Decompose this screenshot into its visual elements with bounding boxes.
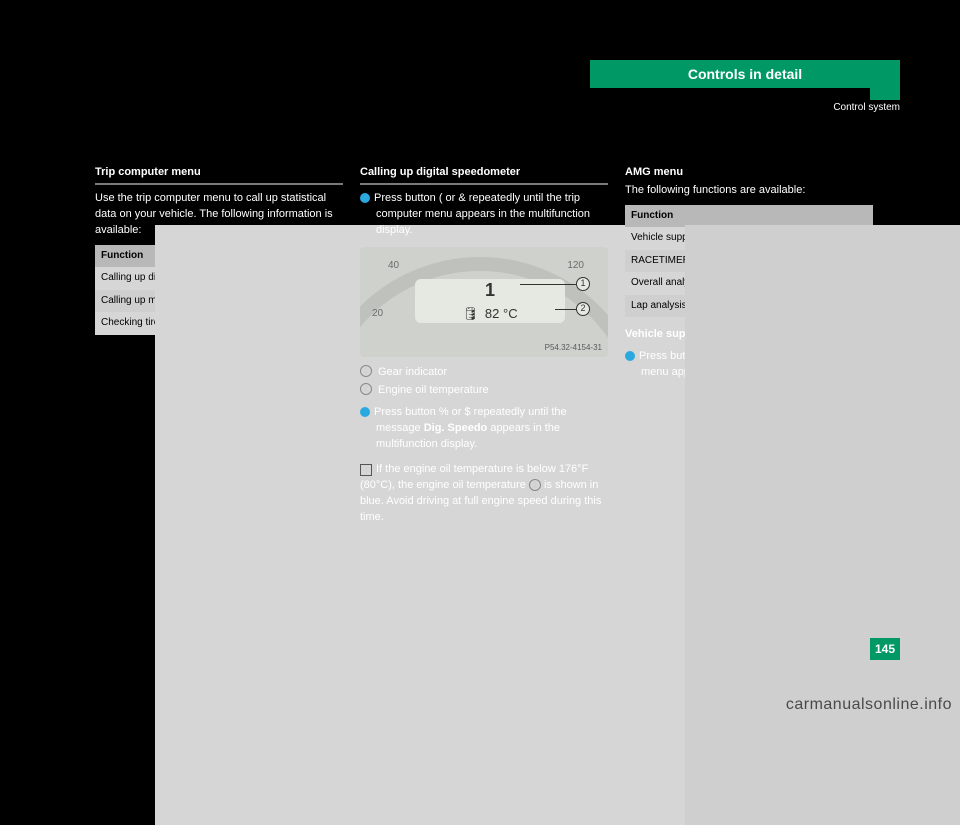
legend-num-1: 1 [360, 365, 372, 377]
header-title: Controls in detail [688, 66, 802, 82]
amg-heading: AMG menu [625, 165, 873, 181]
divider [95, 183, 343, 185]
callout-line-1 [520, 284, 576, 285]
legend-num-2: 2 [360, 383, 372, 395]
manual-page: Controls in detail Control system Trip c… [60, 60, 900, 660]
callout-1: 1 [576, 277, 590, 291]
watermark: carmanualsonline.info [786, 696, 952, 714]
cell-page: 148 [685, 225, 960, 825]
tick-40: 40 [388, 259, 399, 274]
gauge-illustration: 40 20 120 1 🛢 82 °C 1 2 P54.32-4154-31 [360, 247, 608, 357]
trip-function-table: Function Page Calling up digital speedom… [95, 245, 343, 335]
col-function: Function [625, 205, 873, 228]
legend-text-2: Engine oil temperature [378, 383, 489, 399]
header-bar: Controls in detail [590, 60, 900, 88]
column-trip-computer: Trip computer menu Use the trip computer… [95, 165, 343, 341]
gauge-legend: 1 Gear indicator 2 Engine oil temperatur… [360, 365, 608, 399]
note-temp-ref: 2 [529, 479, 541, 491]
legend-row-2: 2 Engine oil temperature [360, 383, 608, 399]
page-number: 145 [870, 638, 900, 660]
column-amg: AMG menu The following functions are ava… [625, 165, 873, 387]
amg-function-table: Function Page Vehicle supply voltage 146… [625, 205, 873, 318]
amg-intro: The following functions are available: [625, 183, 873, 199]
header-subtitle: Control system [833, 102, 900, 113]
info-note: iIf the engine oil temperature is below … [360, 462, 608, 526]
trip-menu-heading: Trip computer menu [95, 165, 343, 181]
step-2-bold: Dig. Speedo [424, 422, 488, 434]
callout-2: 2 [576, 302, 590, 316]
info-icon: i [360, 464, 372, 476]
speedo-heading: Calling up digital speedometer [360, 165, 608, 181]
step-2: Press button % or $ repeatedly until the… [360, 405, 608, 453]
column-digital-speedo: Calling up digital speedometer Press but… [360, 165, 608, 526]
gear-indicator: 1 [485, 277, 495, 303]
table-row: Lap analysis 148 [625, 295, 873, 318]
callout-line-2 [555, 309, 577, 310]
oil-can-icon: 🛢 [462, 305, 479, 324]
step-bullet-icon [625, 351, 635, 361]
legend-row-1: 1 Gear indicator [360, 365, 608, 381]
tick-120: 120 [567, 259, 584, 274]
oil-temperature-row: 🛢 82 °C [462, 305, 517, 324]
table-row: Checking tire inflation pressure 303 [95, 312, 343, 335]
header-notch [870, 88, 900, 100]
legend-text-1: Gear indicator [378, 365, 447, 381]
step-bullet-icon [360, 193, 370, 203]
divider [360, 183, 608, 185]
step-1-text: Press button ( or & repeatedly until the… [374, 192, 590, 236]
step-bullet-icon [360, 407, 370, 417]
table-header-row: Function Page [625, 205, 873, 228]
gauge-caption: P54.32-4154-31 [545, 342, 602, 354]
oil-temperature: 82 °C [485, 305, 518, 324]
gauge-display: 1 🛢 82 °C [415, 279, 565, 323]
tick-20: 20 [372, 307, 383, 322]
step-1: Press button ( or & repeatedly until the… [360, 191, 608, 239]
